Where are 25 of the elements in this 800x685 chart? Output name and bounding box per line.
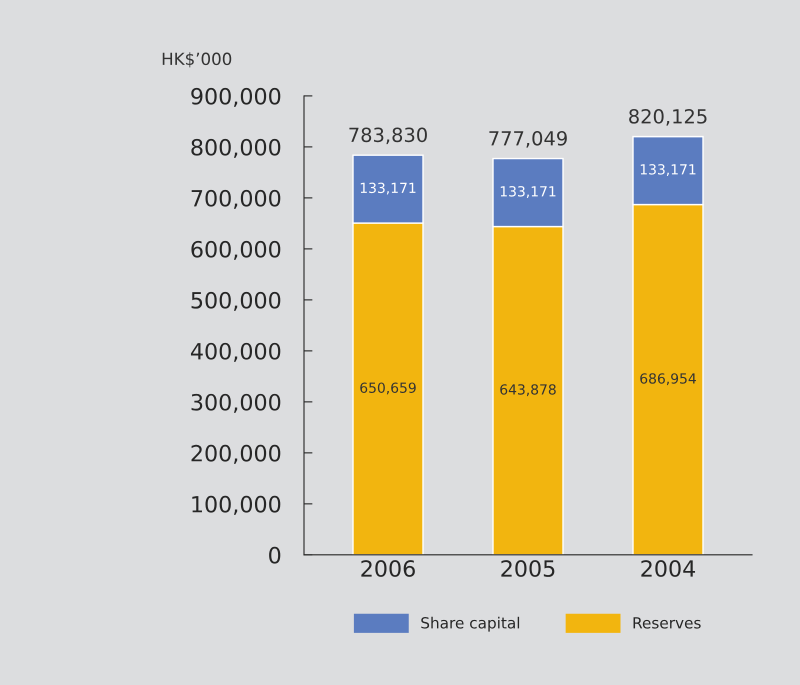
total-label: 777,049 <box>489 130 567 148</box>
y-tick-label: 500,000 <box>192 292 280 311</box>
total-label: 783,830 <box>349 127 427 144</box>
data-label: 643,878 <box>500 384 556 396</box>
data-label: 686,954 <box>640 373 696 386</box>
data-label: 650,659 <box>360 382 416 394</box>
y-axis-title: HK$’000 <box>162 52 232 68</box>
data-label: 133,171 <box>500 186 556 198</box>
y-tick-label: 600,000 <box>191 240 280 260</box>
data-label: 133,171 <box>360 182 416 195</box>
y-tick-label: 300,000 <box>192 394 280 413</box>
y-tick-label: 400,000 <box>190 342 280 362</box>
y-tick-label: 0 <box>269 546 280 564</box>
y-tick-label: 800,000 <box>191 138 280 158</box>
x-tick-label: 2004 <box>641 560 696 577</box>
total-label: 820,125 <box>629 108 707 126</box>
y-tick-label: 700,000 <box>192 190 280 209</box>
x-tick-label: 2006 <box>361 560 415 577</box>
y-tick-label: 900,000 <box>191 88 280 107</box>
y-tick-label: 100,000 <box>192 496 280 515</box>
y-tick-label: 200,000 <box>192 444 280 464</box>
legend-label: Reserves <box>634 617 701 629</box>
data-label: 133,171 <box>640 164 696 176</box>
legend-label: Share capital <box>421 616 520 632</box>
x-tick-label: 2005 <box>501 560 554 577</box>
